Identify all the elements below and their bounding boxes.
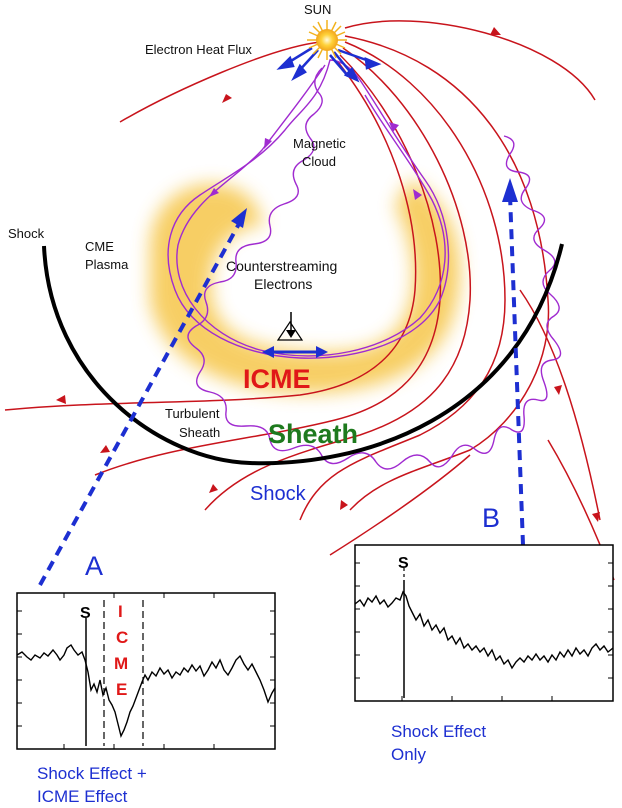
helix-arrows — [209, 122, 422, 200]
field-lines — [4, 20, 615, 581]
helix-arrow — [209, 188, 219, 197]
cme-plasma-label-1: CME — [85, 239, 114, 254]
helix-arrow — [413, 189, 422, 200]
field-line — [119, 41, 321, 123]
panel-a-icme-letter-m: M — [114, 654, 128, 673]
panel-b: S Shock Effect Only — [354, 544, 614, 764]
panel-a-ticks — [17, 593, 275, 749]
field-arrow — [100, 445, 110, 453]
field-line — [329, 454, 471, 556]
panel-b-caption-2: Only — [391, 745, 426, 764]
trajectory-a — [38, 208, 247, 586]
helix-arrow — [264, 138, 272, 149]
magnetic-cloud-label-1: Magnetic — [293, 136, 346, 151]
counterstreaming-arrows — [262, 312, 328, 358]
panel-a-icme-letter-e: E — [116, 680, 127, 699]
field-arrow — [222, 94, 232, 103]
panel-a-trace — [16, 643, 276, 739]
sun-icon — [307, 20, 347, 60]
field-arrow — [554, 385, 562, 395]
trajectory-b-label: B — [482, 503, 500, 533]
shock-label-bottom: Shock — [250, 483, 307, 505]
magnetic-cloud-helix — [167, 59, 562, 470]
heat-flux-arrows — [276, 46, 382, 83]
panel-b-caption-1: Shock Effect — [391, 722, 486, 741]
panel-b-frame — [354, 544, 614, 702]
sheath-label: Sheath — [268, 419, 358, 449]
panel-a-caption-1: Shock Effect + — [37, 764, 147, 783]
counterstreaming-label-1: Counterstreaming — [226, 258, 337, 274]
counterstreaming-label-2: Electrons — [254, 276, 312, 292]
field-arrow — [56, 395, 66, 404]
panel-a-frame — [16, 592, 276, 750]
field-arrow — [340, 500, 348, 510]
panel-b-shock-marker: S — [398, 555, 409, 572]
field-line-arrows — [56, 27, 600, 522]
helix-arrow — [389, 122, 399, 132]
magnetic-cloud-label-2: Cloud — [302, 154, 336, 169]
shock-front — [42, 243, 564, 466]
panel-a-icme-letter-i: I — [118, 602, 123, 621]
field-line — [344, 20, 596, 101]
turbulent-label-2: Sheath — [179, 425, 220, 440]
shock-label-left: Shock — [8, 226, 45, 241]
panel-a: S I C M E Shock Effect + ICME Effect — [16, 592, 276, 806]
panel-a-caption-2: ICME Effect — [37, 787, 128, 806]
sun-label: SUN — [304, 2, 331, 17]
panel-a-shock-marker: S — [80, 605, 91, 622]
electron-heat-flux-label: Electron Heat Flux — [145, 42, 252, 57]
turbulent-label-1: Turbulent — [165, 406, 220, 421]
cme-plasma-glow — [150, 180, 460, 394]
icme-label: ICME — [243, 364, 311, 394]
trajectory-b — [502, 178, 525, 546]
field-line — [519, 289, 601, 521]
field-line — [299, 41, 506, 521]
panel-b-ticks — [355, 562, 613, 701]
cme-plasma-label-2: Plasma — [85, 257, 129, 272]
field-arrow — [490, 27, 501, 35]
field-arrow — [209, 484, 218, 493]
panel-b-trace — [354, 590, 614, 670]
field-arrow — [592, 512, 600, 522]
panel-a-icme-letter-c: C — [116, 628, 128, 647]
trajectory-a-label: A — [85, 551, 103, 581]
